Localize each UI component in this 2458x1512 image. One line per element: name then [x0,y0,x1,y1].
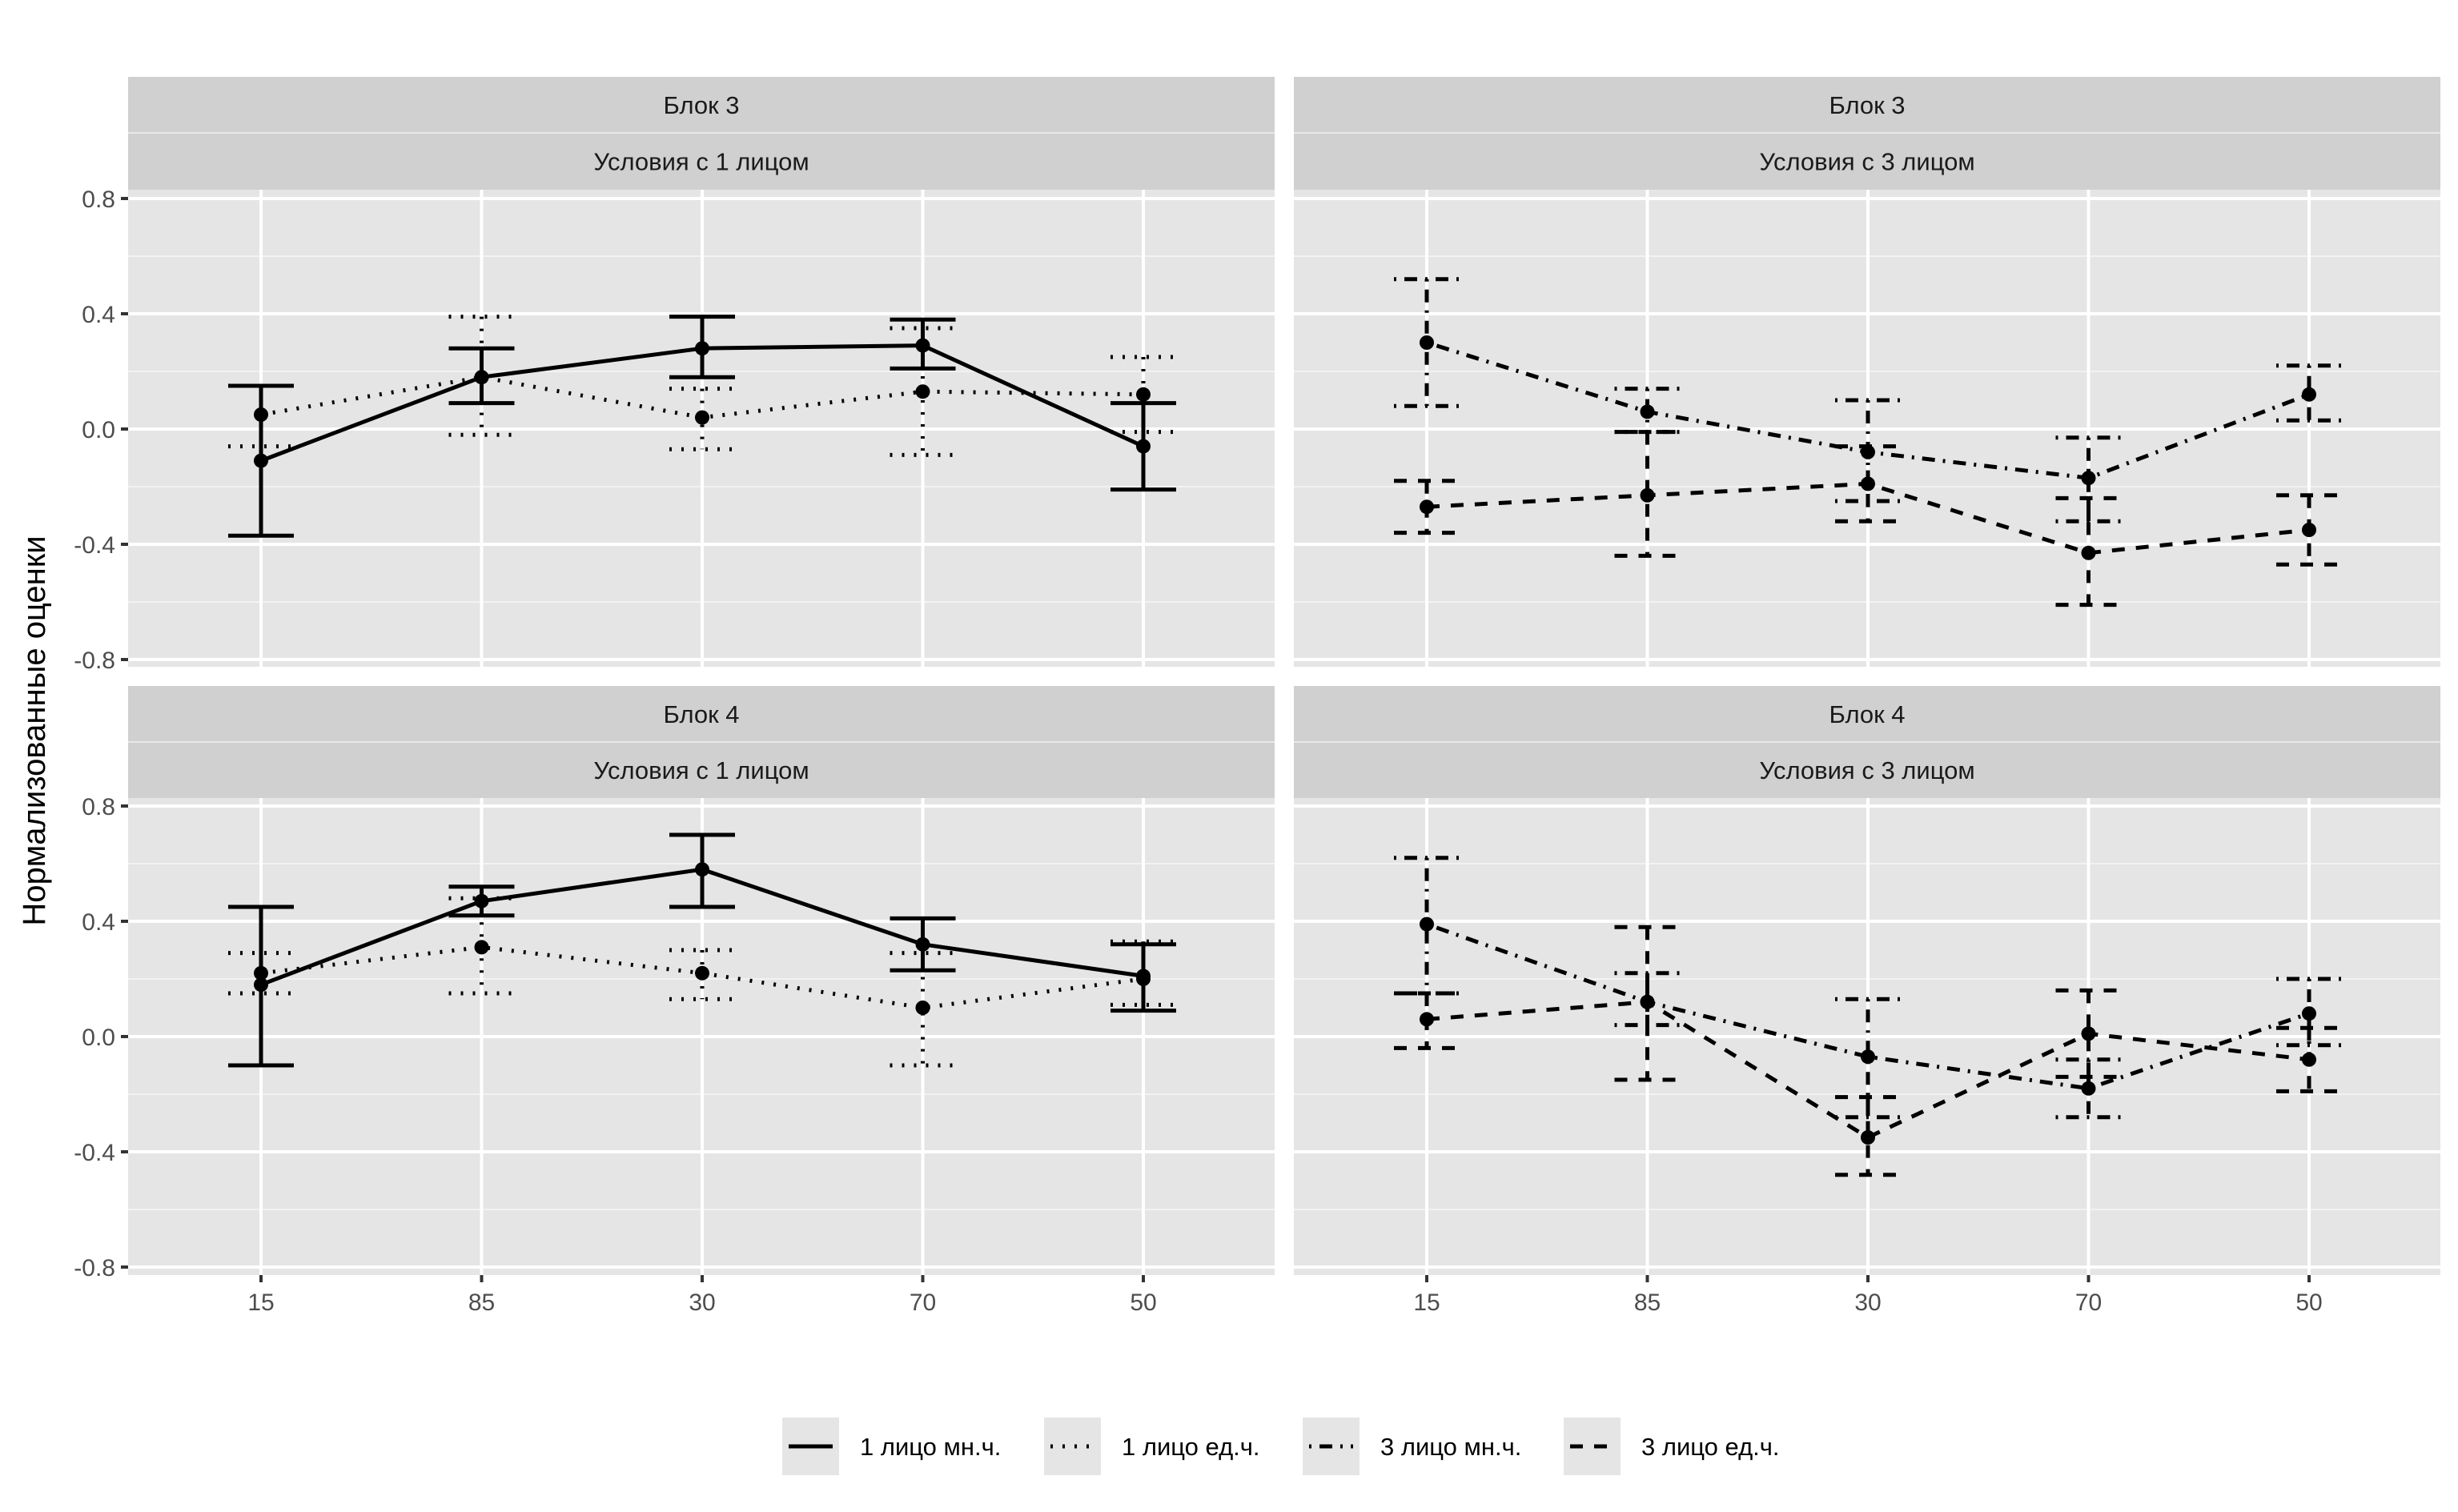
x-tick-label: 70 [910,1289,936,1316]
data-point [254,977,268,993]
legend-label: 1 лицо ед.ч. [1122,1433,1260,1461]
data-point [254,965,268,981]
legend-label: 3 лицо мн.ч. [1380,1433,1521,1461]
x-tick-label: 85 [1634,1289,1661,1316]
x-tick-label: 70 [2075,1289,2102,1316]
x-tick-label: 85 [468,1289,495,1316]
data-point [2081,545,2096,560]
data-point [1640,994,1655,1009]
data-point [2081,1026,2096,1041]
data-point [2302,387,2316,402]
y-tick-label: 0.8 [82,794,115,820]
data-point [1861,476,1875,491]
strip-label-block: Блок 3 [663,91,739,119]
x-tick-label: 50 [1130,1289,1156,1316]
series-line [1426,1000,2310,1140]
strip-label-condition: Условия с 1 лицом [593,148,809,176]
y-tick-label: 0.4 [82,909,115,936]
data-point [1136,972,1151,986]
legend-label: 1 лицо мн.ч. [860,1433,1001,1461]
data-point [2302,523,2316,537]
error-bar [2276,363,2342,423]
data-point [1420,499,1434,515]
series-dashed [1394,924,2342,1177]
strip-label-condition: Условия с 3 лицом [1759,756,1974,784]
y-tick-label: 0.0 [82,417,115,443]
error-bar [1835,997,1901,1120]
error-bar [1835,1095,1901,1177]
data-point [915,384,930,399]
legend-item: 3 лицо мн.ч. [1303,1418,1521,1475]
data-point [915,338,930,353]
strip-label-block: Блок 3 [1829,91,1905,119]
facet-panel: Блок 3 Условия с 3 лицом [1294,77,2440,667]
error-bar [2055,1057,2122,1120]
error-bar [228,383,294,449]
error-bar [1614,430,1681,558]
data-point [2081,1081,2096,1096]
data-point [695,862,709,877]
y-tick-label: -0.8 [74,1255,115,1281]
legend-item: 3 лицо ед.ч. [1564,1418,1780,1475]
facet-panel: Блок 4 Условия с 3 лицом 15 85 30 70 50 [1294,686,2440,1316]
data-point [474,370,489,385]
x-tick-label: 15 [247,1289,274,1316]
data-point [2081,471,2096,486]
error-bar [1835,444,1901,523]
legend-key-background [1044,1418,1101,1475]
data-point [474,940,489,955]
y-tick-label: 0.0 [82,1025,115,1051]
strip-label-condition: Условия с 1 лицом [593,756,809,784]
facet-panel: Блок 3 Условия с 1 лицом 0.8 0.4 0.0 -0.4 -0.8 [74,77,1275,674]
data-point [474,893,489,908]
series-dashed [1394,430,2342,608]
data-point [915,936,930,952]
strip-label-block: Блок 4 [1829,700,1905,728]
series-dotted [228,896,1176,1068]
data-point [1861,1130,1875,1145]
data-point [1136,387,1151,402]
y-tick-label: -0.4 [74,1140,115,1166]
x-tick-label: 30 [1854,1289,1881,1316]
strip-label-block: Блок 4 [663,700,739,728]
data-point [1420,1012,1434,1027]
legend-item: 1 лицо ед.ч. [1044,1418,1260,1475]
x-tick-label: 15 [1413,1289,1440,1316]
data-point [695,341,709,356]
legend-label: 3 лицо ед.ч. [1641,1433,1780,1461]
data-point [695,410,709,425]
facet-panel: Блок 4 Условия с 1 лицом 0.8 0.4 0.0 -0.4 -0.8… [74,686,1275,1316]
data-point [254,453,268,468]
legend: 1 лицо мн.ч. 1 лицо ед.ч. 3 лицо мн.ч. 3 ли… [782,1418,1780,1475]
legend-item: 1 лицо мн.ч. [782,1418,1001,1475]
error-bar [2055,988,2122,1079]
panels: Блок 3 Условия с 1 лицом 0.8 0.4 0.0 -0.4 -0.8… [74,77,2440,1316]
data-point [2302,1006,2316,1021]
x-tick-label: 50 [2295,1289,2322,1316]
data-point [1136,439,1151,454]
data-point [1640,404,1655,419]
y-tick-label: -0.4 [74,532,115,559]
series-dotted [228,315,1176,457]
y-axis-title: Нормализованные оценки [17,535,52,925]
y-tick-label: -0.8 [74,648,115,674]
strip-label-condition: Условия с 3 лицом [1759,148,1974,176]
x-tick-label: 30 [689,1289,715,1316]
data-point [1861,1049,1875,1065]
series-dotdash [1394,856,2342,1120]
y-tick-label: 0.8 [82,186,115,213]
data-point [695,965,709,981]
data-point [1640,487,1655,503]
data-point [1420,335,1434,350]
y-tick-label: 0.4 [82,302,115,328]
data-point [254,407,268,422]
data-point [915,1001,930,1015]
series-line [1426,922,2310,1091]
data-point [1420,916,1434,932]
data-point [2302,1052,2316,1067]
